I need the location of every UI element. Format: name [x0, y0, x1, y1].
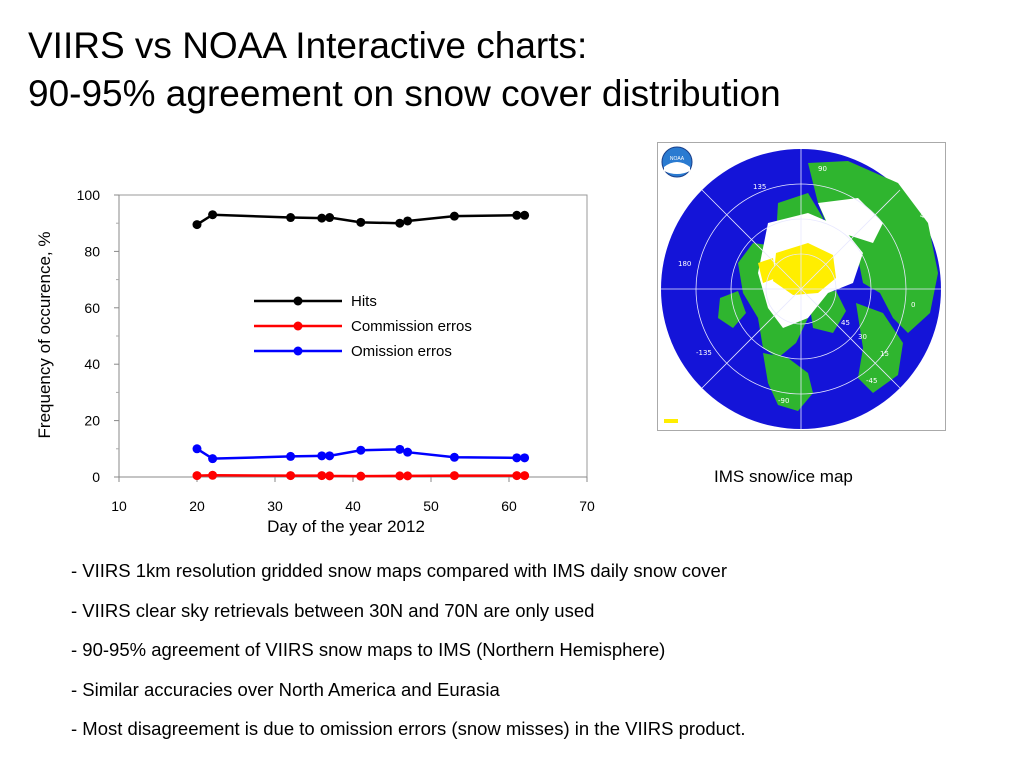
svg-text:0: 0 [911, 301, 915, 309]
ims-snow-ice-map: NOAA Northern Hemisphere Snow & Ice Char… [657, 142, 946, 431]
svg-text:90: 90 [818, 165, 827, 173]
data-point [449, 452, 459, 462]
ice-legend-swatch [664, 419, 678, 423]
x-tick-label: 40 [345, 498, 361, 514]
legend-marker [293, 321, 303, 331]
y-tick-label: 100 [77, 187, 101, 203]
slide-title-line-2: 90-95% agreement on snow cover distribut… [28, 73, 781, 114]
plot-area-frame [118, 194, 588, 478]
slide-title-line-1: VIIRS vs NOAA Interactive charts: [28, 25, 588, 66]
data-point [356, 445, 366, 455]
x-tick-label: 70 [579, 498, 595, 514]
snow-legend-swatch [664, 409, 678, 413]
chart-series [192, 210, 530, 481]
bullet-item: - VIIRS 1km resolution gridded snow maps… [71, 560, 727, 581]
data-point [208, 454, 218, 464]
chart-legend: Hits Commission erros Omission erros [254, 293, 472, 360]
x-tick-label: 60 [501, 498, 517, 514]
legend-marker [293, 296, 303, 306]
svg-text:180: 180 [678, 260, 691, 268]
data-point [356, 217, 366, 227]
x-tick-label: 10 [111, 498, 127, 514]
data-point [449, 471, 459, 481]
svg-text:-45: -45 [866, 377, 877, 385]
data-point [192, 444, 202, 454]
y-tick-label: 60 [84, 300, 100, 316]
data-point [208, 470, 218, 480]
snow-legend-label: snow [682, 408, 698, 415]
bullet-list: - VIIRS 1km resolution gridded snow maps… [71, 561, 745, 759]
line-chart: 0 20 40 60 80 100 10 20 30 40 50 60 70 Hits Commissio… [35, 187, 595, 536]
y-tick-label: 0 [92, 469, 100, 485]
legend-label: Hits [351, 293, 377, 310]
data-point [512, 210, 522, 220]
chart-ticks: 0 20 40 60 80 100 10 20 30 40 50 60 70 [77, 187, 595, 514]
data-point [520, 453, 530, 463]
svg-text:45: 45 [841, 319, 850, 327]
legend-marker [293, 346, 303, 356]
legend-label: Commission erros [351, 318, 472, 335]
legend-label: Omission erros [351, 343, 452, 360]
data-point [317, 451, 327, 461]
x-tick-label: 30 [267, 498, 283, 514]
data-point [520, 471, 530, 481]
bullet-item: - VIIRS clear sky retrievals between 30N… [71, 599, 595, 621]
data-point [286, 471, 296, 481]
svg-text:45: 45 [920, 212, 929, 220]
x-tick-label: 20 [189, 498, 205, 514]
data-point [403, 216, 413, 226]
y-axis-label: Frequency of occurence, % [35, 232, 54, 439]
y-tick-label: 40 [84, 356, 100, 372]
data-point [403, 471, 413, 481]
x-tick-label: 50 [423, 498, 439, 514]
data-point [286, 451, 296, 461]
data-point [325, 213, 335, 223]
data-point [325, 471, 335, 481]
data-point [449, 211, 459, 221]
data-point [395, 444, 405, 454]
data-point [325, 451, 335, 461]
data-point [286, 213, 296, 223]
map-coordinate-labels: 90 135 45 180 0 45 30 15 -135 -45 -90 [678, 165, 929, 405]
data-point [356, 471, 366, 481]
ice-legend-label: ice [682, 419, 691, 426]
noaa-logo-text: NOAA [670, 156, 685, 162]
data-point [395, 218, 405, 228]
data-point [520, 210, 530, 220]
data-point [317, 471, 327, 481]
map-graticule [661, 149, 941, 429]
svg-text:135: 135 [753, 183, 766, 191]
data-point [512, 471, 522, 481]
data-point [208, 210, 218, 220]
bullet-item: - 90-95% agreement of VIIRS snow maps to… [71, 639, 666, 660]
map-caption: IMS snow/ice map [714, 467, 853, 486]
bullet-item: - Similar accuracies over North America … [71, 678, 500, 700]
x-axis-label: Day of the year 2012 [267, 517, 425, 536]
data-point [395, 471, 405, 481]
y-tick-label: 20 [84, 413, 100, 429]
data-point [512, 453, 522, 463]
map-title-line-2: Snow & Ice Chart [869, 158, 927, 165]
map-date: Fri Mar 30 2012 [886, 421, 941, 428]
svg-text:30: 30 [858, 333, 867, 341]
bullet-item: - Most disagreement is due to omission e… [71, 718, 746, 739]
data-point [192, 220, 202, 230]
svg-text:-90: -90 [778, 397, 789, 405]
svg-text:-135: -135 [696, 349, 712, 357]
y-tick-label: 80 [84, 243, 100, 259]
svg-text:15: 15 [880, 350, 889, 358]
chart-axes [118, 194, 588, 478]
map-title-line-1: Northern Hemisphere [864, 150, 933, 157]
data-point [403, 447, 413, 457]
data-point [192, 471, 202, 481]
data-point [317, 213, 327, 223]
